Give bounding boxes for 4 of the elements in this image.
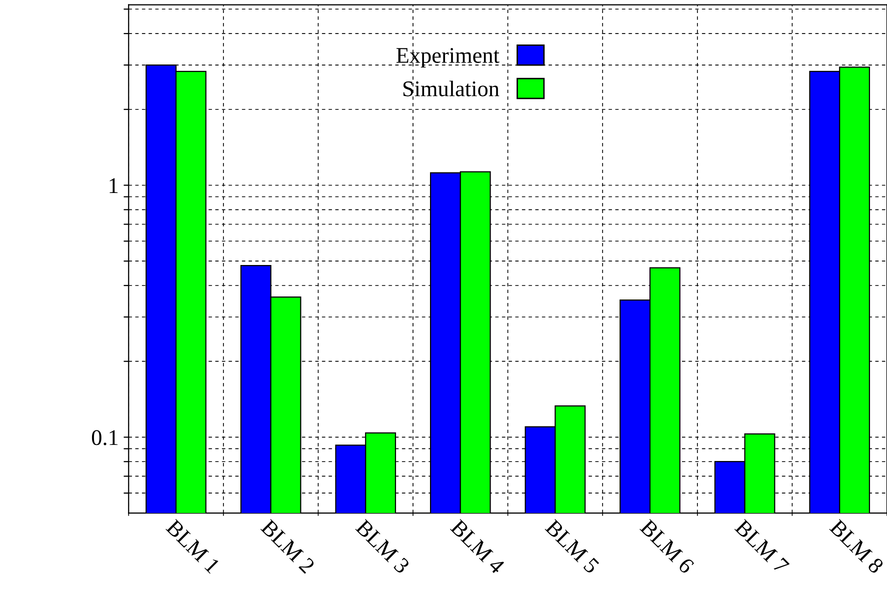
y-tick-label: 0.1 (92, 430, 118, 446)
y-tick-label: 1 (110, 178, 118, 193)
legend-label: Experiment (396, 48, 500, 68)
legend-label: Simulation (403, 80, 500, 96)
